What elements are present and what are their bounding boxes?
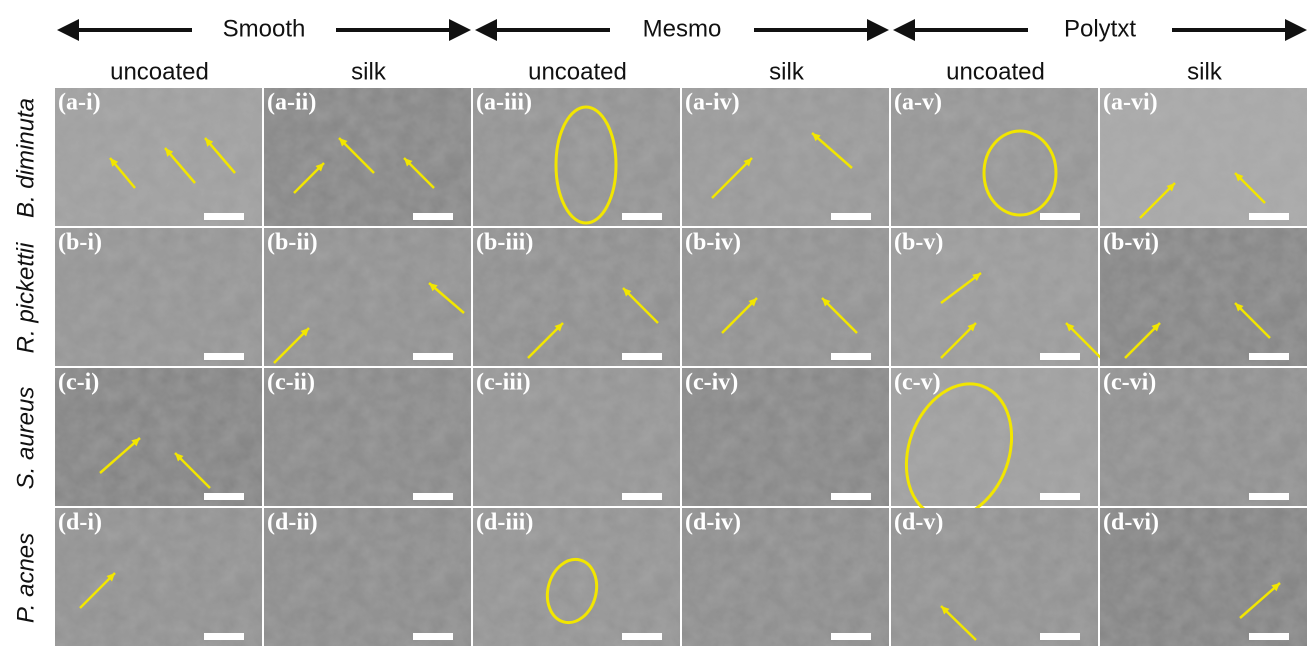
sem-panel: (d-ii) [264,508,471,646]
sem-panel: (b-iv) [682,228,889,366]
panel-label: (b-i) [58,230,102,256]
panel-label: (d-v) [894,510,943,536]
scale-bar [1249,633,1289,640]
scale-bar [622,633,662,640]
scale-bar [831,353,871,360]
group-label: Smooth [223,15,306,42]
scale-bar [831,633,871,640]
scale-bar [204,353,244,360]
panel-grid: (a-i) (a-ii) (a-iii) (a-iv) (a-v) (a-vi) (b-i)… [55,88,1307,646]
column-label: uncoated [528,58,627,85]
arrow-head [867,19,889,41]
panel-label: (d-vi) [1103,510,1159,536]
sem-panel: (d-iv) [682,508,889,646]
scale-bar [204,213,244,220]
panel-label: (a-i) [58,90,101,116]
figure: (a-i) (a-ii) (a-iii) (a-iv) (a-v) (a-vi) (b-i)… [0,0,1309,647]
panel-label: (a-vi) [1103,90,1158,116]
scale-bar [622,213,662,220]
column-label: uncoated [946,58,1045,85]
column-label: silk [769,58,805,85]
scale-bar [831,213,871,220]
scale-bar [1249,493,1289,500]
sem-panel: (a-vi) [1100,88,1307,226]
sem-panel: (b-vi) [1100,228,1307,366]
sem-panel: (c-vi) [1100,368,1307,506]
scale-bar [413,213,453,220]
sem-panel: (a-v) [891,88,1098,226]
scale-bar [1040,493,1080,500]
sem-panel: (a-ii) [264,88,471,226]
panel-label: (d-iv) [685,510,741,536]
scale-bar [1249,353,1289,360]
row-label: S. aureus [12,387,39,490]
scale-bar [622,493,662,500]
column-label: uncoated [110,58,209,85]
sem-panel: (b-iii) [473,228,680,366]
scale-bar [1040,353,1080,360]
scale-bar [204,493,244,500]
panel-label: (b-iv) [685,230,741,256]
panel-label: (b-ii) [267,230,318,256]
scale-bar [1040,633,1080,640]
panel-label: (d-i) [58,510,102,536]
sem-panel: (b-v) [891,228,1101,366]
scale-bar [204,633,244,640]
sem-panel: (b-ii) [264,228,471,366]
group-label: Mesmo [643,15,722,42]
scale-bar [413,633,453,640]
panel-label: (d-iii) [476,510,533,536]
group-label: Polytxt [1064,15,1136,42]
scale-bar [1249,213,1289,220]
panel-label: (b-iii) [476,230,533,256]
panel-label: (a-ii) [267,90,316,116]
scale-bar [831,493,871,500]
panel-label: (a-v) [894,90,942,116]
arrow-head [1285,19,1307,41]
sem-panel: (d-i) [55,508,262,646]
panel-label: (c-vi) [1103,370,1156,396]
scale-bar [413,493,453,500]
panel-label: (c-ii) [267,370,315,396]
panel-label: (a-iii) [476,90,532,116]
sem-panel: (c-iii) [473,368,680,506]
arrow-head [449,19,471,41]
sem-panel: (d-iii) [473,508,680,646]
panel-label: (b-v) [894,230,943,256]
sem-panel: (c-iv) [682,368,889,506]
row-label: B. diminuta [12,98,39,218]
row-label: R. pickettii [12,242,39,353]
sem-panel: (a-iii) [473,88,680,226]
arrow-head [475,19,497,41]
arrow-head [893,19,915,41]
panel-label: (b-vi) [1103,230,1159,256]
sem-panel: (a-i) [55,88,262,226]
column-label: silk [1187,58,1223,85]
sem-panel: (d-v) [891,508,1098,646]
panel-label: (c-iv) [685,370,738,396]
scale-bar [622,353,662,360]
sem-panel: (c-i) [55,368,262,506]
sem-panel: (d-vi) [1100,508,1307,646]
row-label: P. acnes [12,533,39,623]
scale-bar [413,353,453,360]
panel-label: (c-i) [58,370,99,396]
panel-label: (d-ii) [267,510,318,536]
panel-label: (c-v) [894,370,941,396]
arrow-head [57,19,79,41]
panel-label: (a-iv) [685,90,740,116]
sem-panel: (c-ii) [264,368,471,506]
scale-bar [1040,213,1080,220]
sem-panel: (b-i) [55,228,262,366]
sem-panel: (a-iv) [682,88,889,226]
column-label: silk [351,58,387,85]
panel-label: (c-iii) [476,370,531,396]
